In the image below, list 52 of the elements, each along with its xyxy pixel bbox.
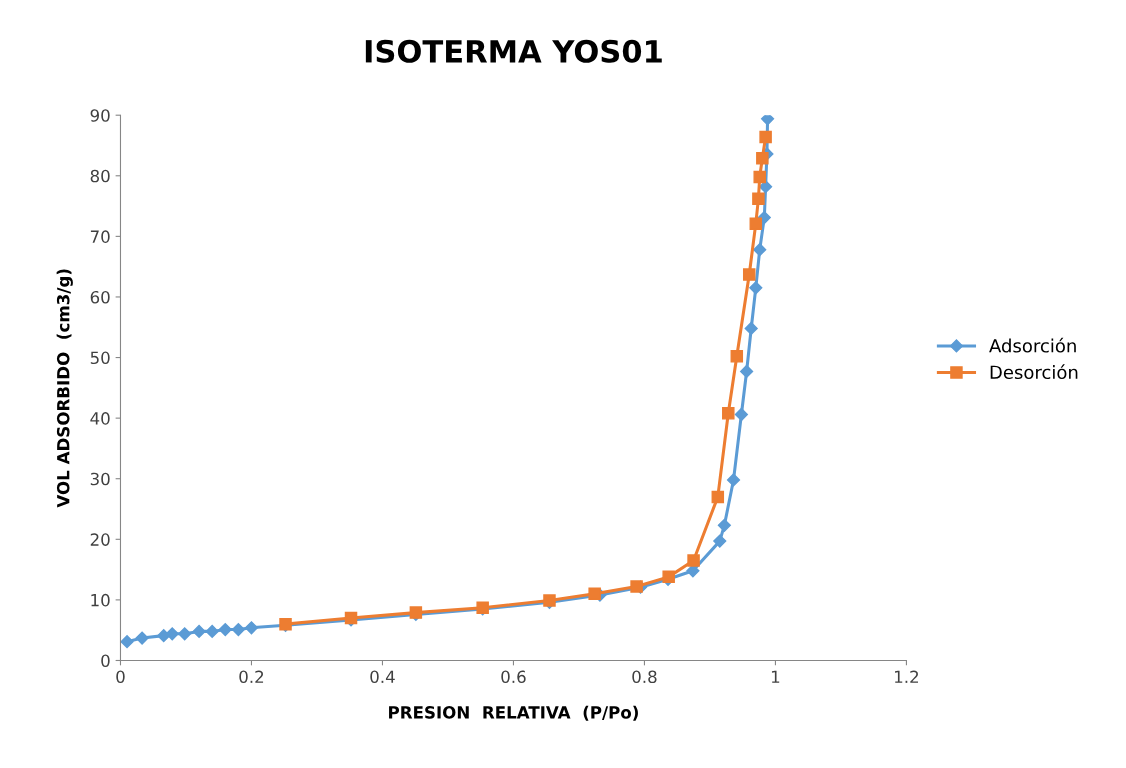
- x-tick-label: 0: [116, 670, 125, 684]
- point: [749, 217, 763, 230]
- y-tick-label: 70: [90, 230, 110, 243]
- y-tick-label: 30: [90, 472, 110, 486]
- point: [734, 407, 748, 422]
- point: [244, 621, 259, 635]
- point: [722, 407, 735, 420]
- point: [730, 350, 744, 363]
- point: [740, 364, 754, 379]
- point: [630, 580, 643, 593]
- y-tick-label: 60: [90, 290, 110, 304]
- point: [231, 622, 245, 637]
- y-tick-label: 80: [90, 169, 110, 183]
- x-tick-label: 0.8: [632, 670, 657, 684]
- x-tick-label: 0.4: [370, 670, 395, 684]
- point: [135, 631, 149, 645]
- y-tick-label: 0: [101, 654, 110, 668]
- legend-label: Adsorción: [989, 337, 1076, 353]
- point: [753, 170, 766, 184]
- x-tick-label: 1: [771, 670, 780, 683]
- y-axis-title: VOL ADSORBIDO (cm3/g): [56, 269, 73, 508]
- point: [717, 518, 731, 532]
- point: [742, 268, 756, 281]
- point: [726, 473, 741, 487]
- point: [178, 627, 192, 641]
- point: [192, 624, 206, 638]
- point: [711, 490, 725, 504]
- point: [756, 151, 769, 165]
- point: [218, 622, 232, 637]
- point: [120, 635, 134, 649]
- point: [752, 192, 765, 206]
- x-tick-label: 0.6: [501, 670, 526, 684]
- point: [744, 321, 758, 336]
- point: [165, 627, 179, 641]
- y-tick-label: 10: [91, 593, 110, 607]
- legend-label: Desorción: [990, 364, 1078, 380]
- point: [753, 243, 767, 257]
- point: [713, 534, 727, 548]
- chart-title: ISOTERMA YOS01: [365, 39, 662, 63]
- point: [749, 281, 763, 295]
- point: [687, 554, 700, 567]
- x-axis-title: PRESION RELATIVA (P/Po): [389, 705, 638, 721]
- y-tick-label: 50: [90, 351, 110, 365]
- point: [205, 624, 219, 638]
- point: [759, 130, 772, 144]
- y-tick-label: 90: [90, 109, 110, 122]
- x-tick-label: 1.2: [895, 670, 919, 683]
- x-tick-label: 0.2: [239, 670, 264, 684]
- point: [760, 115, 775, 126]
- y-tick-label: 20: [90, 533, 110, 546]
- y-tick-label: 40: [90, 412, 110, 425]
- point: [588, 587, 601, 601]
